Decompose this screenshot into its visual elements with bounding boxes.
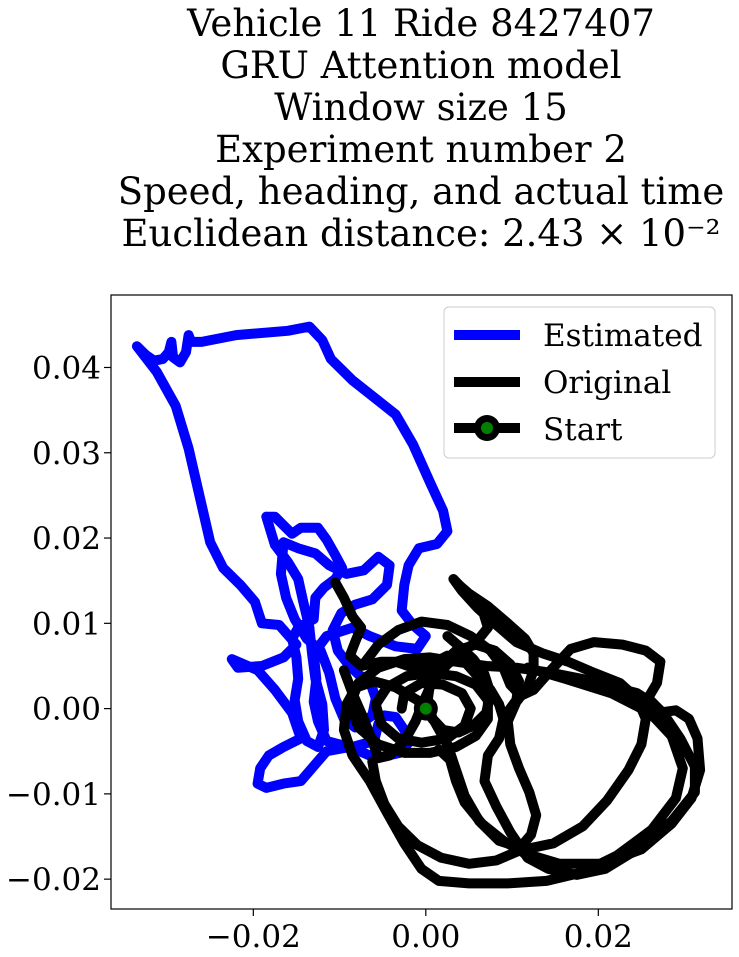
title-line-6: Euclidean distance: 2.43 × 10⁻² [122, 212, 721, 255]
series-line-estimated-1 [261, 511, 348, 752]
start-marker-dot [419, 702, 432, 715]
legend-swatch-start-dot [481, 422, 493, 434]
title-line-2: GRU Attention model [220, 44, 621, 87]
title-line-3: Window size 15 [274, 86, 568, 129]
x-tick-label: 0.02 [564, 919, 633, 955]
y-tick-label: 0.01 [32, 606, 101, 642]
chart-title: Vehicle 11 Ride 8427407 GRU Attention mo… [118, 2, 725, 255]
y-axis: −0.02 −0.01 0.00 0.01 0.02 0.03 0.04 [6, 350, 111, 898]
y-tick-label: 0.04 [32, 350, 101, 386]
series-line-estimated-0 [131, 321, 453, 793]
series-line-original-6 [367, 577, 542, 869]
title-line-5: Speed, heading, and actual time [118, 170, 725, 213]
legend-label-start: Start [543, 412, 623, 448]
series-layer [131, 321, 706, 889]
x-tick-label: 0.00 [391, 919, 460, 955]
y-tick-label: 0.00 [32, 692, 101, 728]
y-tick-label: −0.02 [6, 862, 101, 898]
plot-frame [110, 294, 733, 910]
y-tick-label: 0.02 [32, 521, 101, 557]
series-line-estimated-2 [275, 537, 395, 733]
title-line-1: Vehicle 11 Ride 8427407 [186, 2, 655, 45]
legend-label-estimated: Estimated [543, 318, 702, 354]
x-axis: −0.02 0.00 0.02 [206, 909, 633, 955]
legend-box [443, 306, 716, 459]
y-tick-label: 0.03 [32, 436, 101, 472]
y-tick-label: −0.01 [6, 777, 101, 813]
title-line-4: Experiment number 2 [215, 128, 627, 171]
start-layer [413, 696, 438, 721]
legend-label-original: Original [543, 365, 671, 401]
legend: Estimated Original Start [443, 306, 716, 459]
x-tick-label: −0.02 [206, 919, 301, 955]
